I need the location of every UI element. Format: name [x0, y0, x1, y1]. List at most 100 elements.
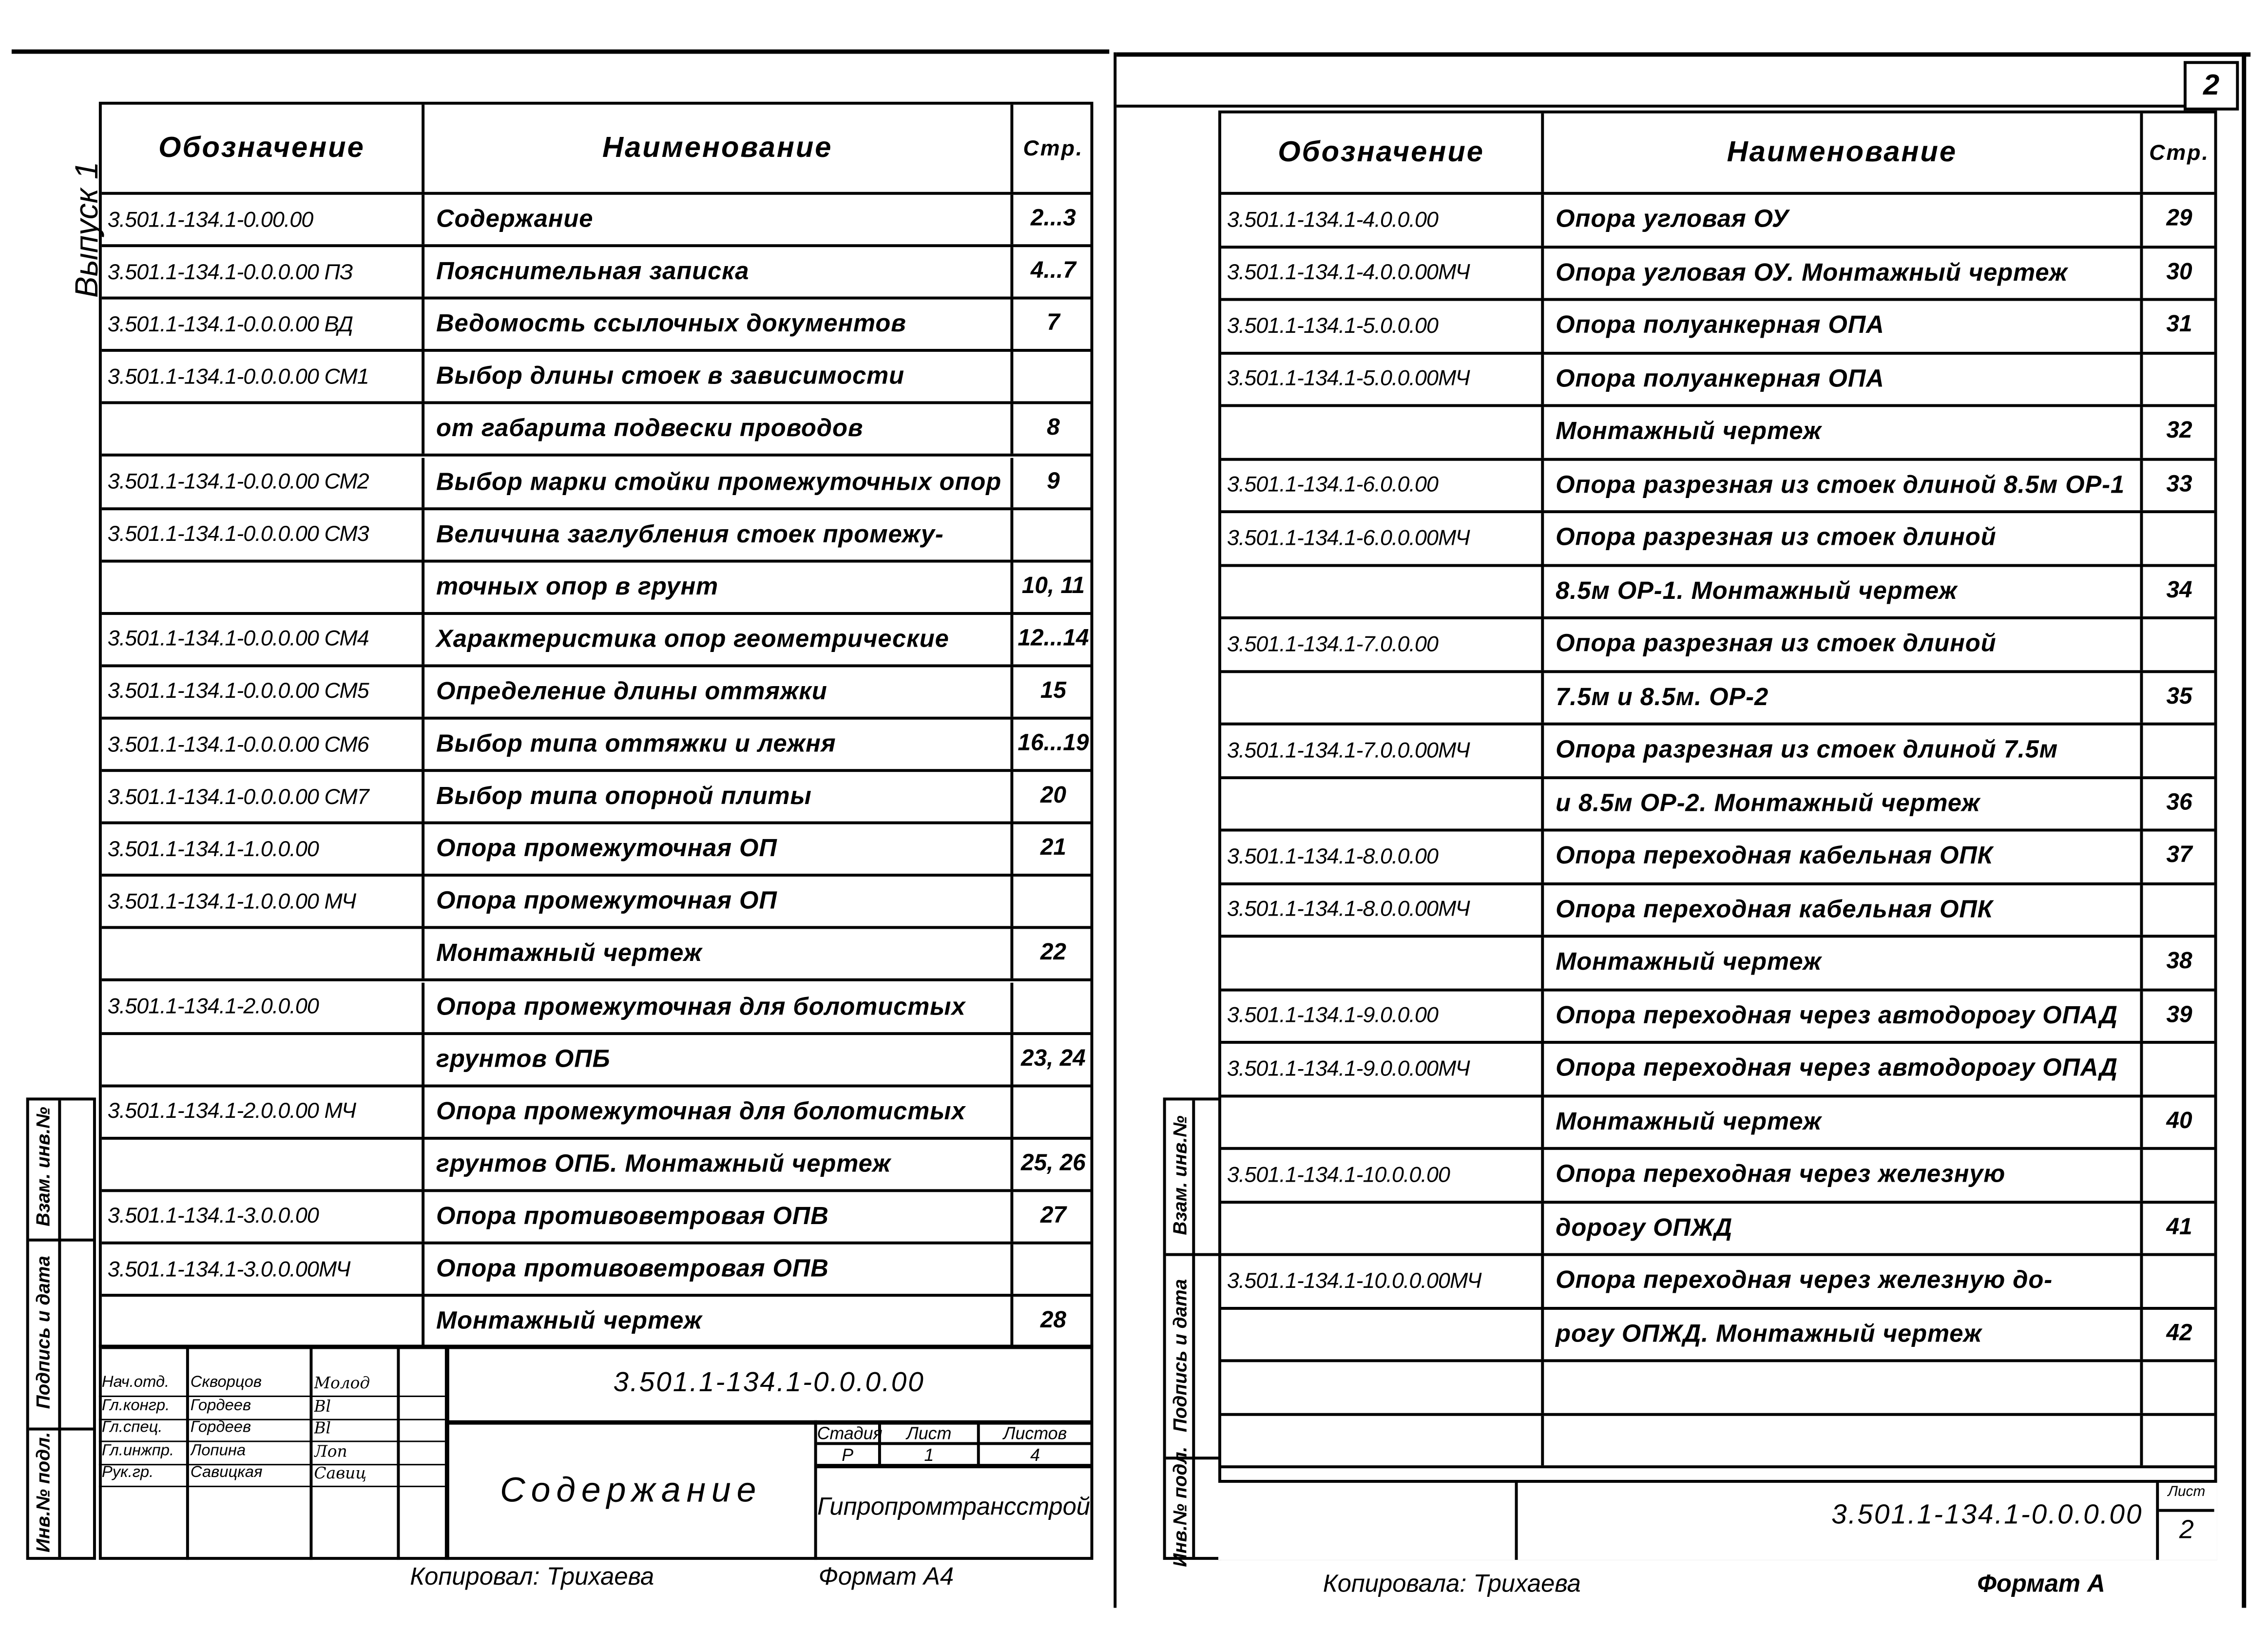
page-cell — [1010, 877, 1093, 927]
designation-cell — [102, 929, 422, 979]
name-cell: Опора переходная через железную до- — [1541, 1256, 2140, 1306]
signer-sign: Молод — [314, 1374, 370, 1393]
table-row: 3.501.1-134.1-1.0.0.00 МЧ Опора промежуто… — [101, 877, 1093, 930]
table-row: 3.501.1-134.1-6.0.0.00МЧ Опора разрезная … — [1221, 513, 2214, 566]
page-cell: 9 — [1010, 457, 1093, 507]
designation-cell: 3.501.1-134.1-3.0.0.00 — [107, 1204, 319, 1229]
page-cell — [1010, 1244, 1093, 1294]
page-cell: 16...19 — [1010, 719, 1093, 769]
sheet-label: Лист — [2168, 1484, 2206, 1500]
name-cell: дорогу ОПЖД — [1541, 1203, 2140, 1253]
top-border-right — [1116, 52, 2251, 57]
designation-cell: 3.501.1-134.1-8.0.0.00 — [1227, 844, 1439, 869]
page-cell: 28 — [1010, 1297, 1093, 1347]
table-row: от габарита подвески проводов 8 — [101, 404, 1093, 458]
name-cell: точных опор в грунт — [422, 562, 1010, 612]
table-row: точных опор в грунт 10, 11 — [101, 562, 1093, 615]
page-cell — [2140, 513, 2215, 564]
designation-cell — [1221, 1415, 1541, 1465]
table-row: 3.501.1-134.1-6.0.0.00 Опора разрезная из… — [1221, 460, 2214, 514]
fold-line — [1114, 52, 1117, 1608]
page-cell: 23, 24 — [1010, 1034, 1093, 1084]
page-cell — [2140, 1150, 2215, 1200]
table-row: Монтажный чертеж 40 — [1221, 1096, 2214, 1150]
designation-cell: 3.501.1-134.1-2.0.0.00 — [107, 994, 319, 1019]
right-stamp: 3.501.1-134.1-0.0.0.00 Лист 2 — [1218, 1479, 2217, 1560]
table-row: 3.501.1-134.1-0.0.0.00 СМ3 Величина заглу… — [101, 509, 1093, 562]
name-cell: рогу ОПЖД. Монтажный чертеж — [1541, 1309, 2140, 1360]
page-cell — [2140, 884, 2215, 935]
designation-cell: 3.501.1-134.1-2.0.0.00 МЧ — [107, 1099, 356, 1124]
designation-cell: 3.501.1-134.1-5.0.0.00МЧ — [1227, 366, 1470, 392]
name-cell: грунтов ОПБ — [422, 1034, 1010, 1084]
page-cell: 8 — [1010, 404, 1093, 455]
designation-cell: 3.501.1-134.1-6.0.0.00 — [1227, 473, 1439, 498]
page-cell — [2140, 1256, 2215, 1306]
designation-cell: 3.501.1-134.1-0.0.0.00 СМ6 — [107, 732, 369, 757]
table-row: 3.501.1-134.1-8.0.0.00 Опора переходная к… — [1221, 831, 2215, 885]
designation-cell: 3.501.1-134.1-0.0.0.00 СМ4 — [107, 627, 369, 652]
designation-cell: 3.501.1-134.1-0.0.0.00 СМ1 — [107, 364, 369, 390]
name-cell: Монтажный чертеж — [422, 929, 1010, 979]
page-cell — [1010, 509, 1093, 559]
signer-role: Рук.гр. — [101, 1464, 154, 1481]
table-row: 3.501.1-134.1-0.0.0.00 СМ7 Выбор типа опо… — [101, 772, 1091, 825]
table-row: 3.501.1-134.1-0.0.0.00 СМ1 Выбор длины ст… — [101, 352, 1093, 405]
page-cell: 36 — [2140, 778, 2215, 829]
designation-cell: 3.501.1-134.1-3.0.0.00МЧ — [107, 1257, 351, 1282]
table-row: 3.501.1-134.1-5.0.0.00МЧ Опора полуанкерн… — [1221, 354, 2214, 407]
format-left: Формат А4 — [818, 1563, 954, 1591]
organization: Гипропромтрансстрой — [817, 1493, 1091, 1521]
page-cell: 10, 11 — [1010, 562, 1093, 612]
name-cell — [1541, 1362, 2140, 1413]
page-cell — [1010, 352, 1093, 402]
designation-cell — [1221, 779, 1541, 829]
designation-cell — [102, 1297, 422, 1346]
name-cell: грунтов ОПБ. Монтажный чертеж — [422, 1139, 1010, 1189]
table-row: 3.501.1-134.1-0.00.00 Содержание 2...3 — [101, 194, 1091, 248]
name-cell: Опора промежуточная ОП — [422, 824, 1010, 874]
header-name: Наименование — [422, 104, 1010, 192]
name-cell: от габарита подвески проводов — [422, 404, 1010, 455]
replace-inv-label: Взам. инв.№ — [32, 1107, 54, 1227]
signer-role: Нач.отд. — [101, 1374, 170, 1392]
page-cell: 37 — [2140, 831, 2215, 882]
signer-name: Савицкая — [190, 1464, 263, 1481]
sheet-value: 2 — [2179, 1514, 2194, 1544]
signer-name: Лопина — [190, 1441, 246, 1459]
table-row: 3.501.1-134.1-0.0.0.00 СМ5 Определение дл… — [101, 667, 1091, 720]
name-cell: Опора разрезная из стоек длиной 8.5м ОР-… — [1541, 460, 2140, 511]
table-row: 3.501.1-134.1-2.0.0.00 Опора промежуточна… — [101, 982, 1091, 1035]
table-row: 3.501.1-134.1-5.0.0.00 Опора полуанкерная… — [1221, 301, 2214, 354]
table-row: рогу ОПЖД. Монтажный чертеж 42 — [1221, 1309, 2214, 1362]
page-cell: 25, 26 — [1010, 1139, 1093, 1189]
signer-row: Рук.гр. Савицкая Савиц — [98, 1464, 445, 1487]
table-row: 3.501.1-134.1-3.0.0.00 Опора противоветро… — [101, 1191, 1091, 1245]
table-row: Монтажный чертеж 28 — [101, 1297, 1093, 1350]
signer-row: Нач.отд. Скворцов Молод — [98, 1374, 445, 1397]
signer-sign: Лоп — [314, 1441, 347, 1460]
replace-inv-label: Взам. инв.№ — [1169, 1115, 1191, 1235]
table-row: 3.501.1-134.1-7.0.0.00 Опора разрезная из… — [1221, 619, 2214, 672]
name-cell: Ведомость ссылочных документов — [422, 300, 1010, 349]
table-row: 7.5м и 8.5м. ОР-2 35 — [1221, 672, 2214, 726]
page-cell: 35 — [2140, 672, 2215, 723]
table-row: 3.501.1-134.1-9.0.0.00 Опора переходная ч… — [1221, 991, 2214, 1044]
designation-cell — [1221, 1362, 1541, 1412]
designation-cell: 3.501.1-134.1-0.0.0.00 СМ7 — [107, 784, 369, 809]
table-row — [1221, 1415, 2214, 1469]
name-cell: Опора угловая ОУ. Монтажный чертеж — [1541, 248, 2140, 298]
designation-cell: 3.501.1-134.1-9.0.0.00МЧ — [1227, 1056, 1470, 1081]
designation-cell: 3.501.1-134.1-0.0.0.00 СМ5 — [107, 679, 369, 705]
name-cell: Опора промежуточная для болотистых — [422, 1087, 1010, 1137]
table-row: Монтажный чертеж 22 — [101, 929, 1091, 982]
designation-cell — [102, 562, 422, 612]
table-row: 3.501.1-134.1-4.0.0.00 Опора угловая ОУ 29 — [1221, 194, 2214, 248]
right-border — [2242, 52, 2247, 1608]
name-cell: Опора разрезная из стоек длиной — [1541, 513, 2140, 564]
page-cell — [2140, 354, 2215, 404]
designation-cell: 3.501.1-134.1-0.00.00 — [107, 207, 314, 232]
designation-cell: 3.501.1-134.1-4.0.0.00 — [1227, 207, 1439, 232]
signer-name: Скворцов — [190, 1374, 262, 1392]
doc-title: Содержание — [500, 1471, 762, 1511]
